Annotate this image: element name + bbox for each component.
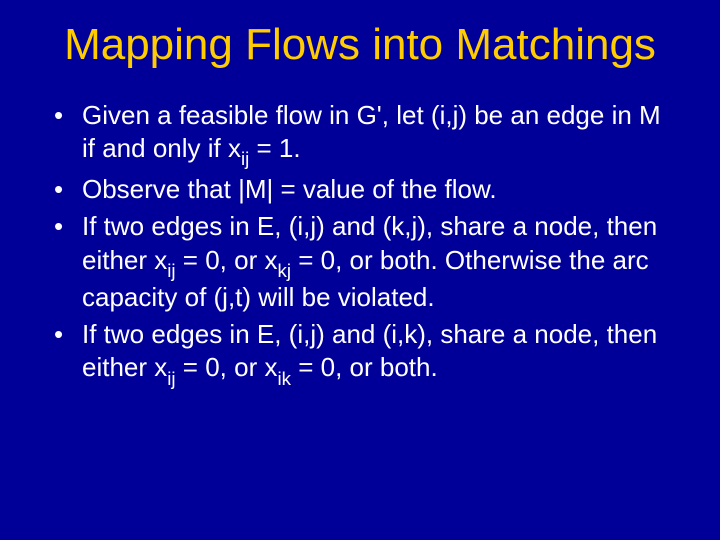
subscript-text: ij [167,260,175,281]
bullet-text: Observe that |M| = value of the flow. [82,174,497,204]
slide-title: Mapping Flows into Matchings [40,20,680,71]
bullet-text: = 1. [249,133,300,163]
bullet-text: = 0, or x [176,245,278,275]
bullet-text: = 0, or x [176,352,278,382]
bullet-item: If two edges in E, (i,j) and (k,j), shar… [52,210,680,314]
bullet-list: Given a feasible flow in G', let (i,j) b… [40,99,680,389]
subscript-text: ik [277,368,291,389]
subscript-text: ij [241,148,249,169]
subscript-text: kj [277,260,291,281]
bullet-item: If two edges in E, (i,j) and (i,k), shar… [52,318,680,388]
bullet-text: Given a feasible flow in G', let (i,j) b… [82,100,661,163]
bullet-text: = 0, or both. [291,352,438,382]
bullet-item: Observe that |M| = value of the flow. [52,173,680,206]
subscript-text: ij [167,368,175,389]
bullet-item: Given a feasible flow in G', let (i,j) b… [52,99,680,169]
